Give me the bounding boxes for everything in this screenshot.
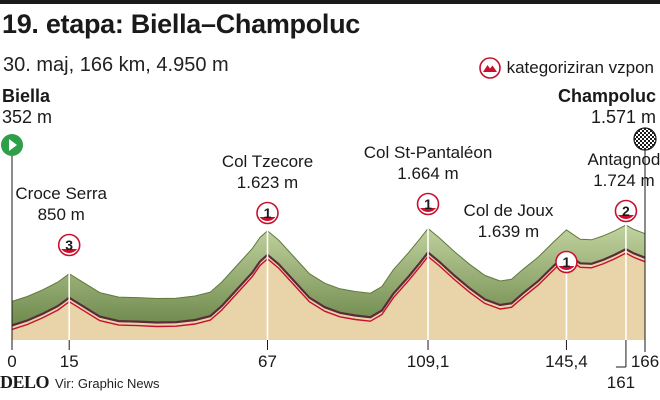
- start-arrow-icon: [9, 139, 17, 151]
- source-credit: Vir: Graphic News: [55, 376, 160, 391]
- climb-altitude: 1.639 m: [478, 222, 539, 241]
- start-town-name: Biella: [2, 86, 51, 106]
- x-tick-label: 109,1: [407, 352, 450, 371]
- climb-name: Antagnod: [588, 150, 660, 169]
- climb-badge-fill: [420, 208, 437, 213]
- legend: kategoriziran vzpon: [478, 57, 654, 79]
- climb-category: 2: [622, 203, 630, 219]
- climb-name: Col de Joux: [464, 201, 554, 220]
- climb-altitude: 1.724 m: [593, 171, 654, 190]
- x-tick-label: 145,4: [545, 352, 588, 371]
- legend-label: kategoriziran vzpon: [506, 58, 654, 77]
- climb-altitude: 850 m: [38, 205, 85, 224]
- climb-category: 3: [65, 237, 73, 253]
- climb-category: 1: [264, 205, 272, 221]
- climb-altitude: 1.623 m: [237, 173, 298, 192]
- climb-name: Croce Serra: [15, 184, 107, 203]
- climb-badge-fill: [259, 217, 276, 221]
- ridge-area: [12, 225, 645, 326]
- climb-badge-fill: [558, 266, 575, 270]
- climb-badge-icon: [478, 57, 501, 79]
- stage-subtitle: 30. maj, 166 km, 4.950 m: [3, 54, 229, 76]
- finish-flag-icon: [633, 127, 657, 151]
- climb-badge-fill: [617, 215, 634, 219]
- x-tick-label: 166: [631, 352, 659, 371]
- climb-badge-fill: [61, 249, 78, 253]
- finish-town-altitude: 1.571 m: [590, 107, 656, 127]
- climb-category: 1: [563, 254, 571, 270]
- start-town-altitude: 352 m: [2, 107, 53, 127]
- climb-name: Col Tzecore: [222, 152, 313, 171]
- top-rule: [0, 0, 660, 4]
- climb-category: 1: [424, 196, 432, 212]
- terrain-area: [12, 249, 645, 340]
- footer: DELO Vir: Graphic News: [0, 372, 160, 393]
- ridge-line: [11, 224, 646, 302]
- finish-town-name: Champoluc: [557, 86, 656, 106]
- page-title: 19. etapa: Biella–Champoluc: [2, 9, 361, 39]
- climb-altitude: 1.664 m: [397, 164, 458, 183]
- x-tick-label: 67: [258, 352, 277, 371]
- brand-logo: DELO: [0, 372, 50, 392]
- x-tick-label: 161: [607, 373, 635, 392]
- climb-name: Col St-Pantaléon: [364, 143, 493, 162]
- x-tick-label: 0: [7, 352, 16, 371]
- x-tick-label: 15: [60, 352, 79, 371]
